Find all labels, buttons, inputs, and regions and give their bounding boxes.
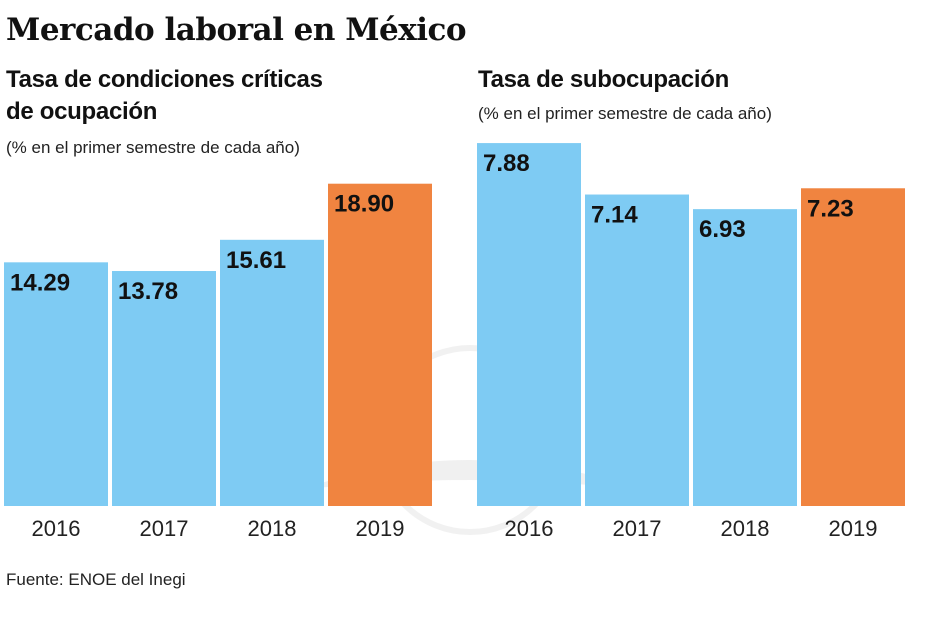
right-chart-subtitle: (% en el primer semestre de cada año) <box>478 104 772 123</box>
left-chart-subtitle: (% en el primer semestre de cada año) <box>6 138 300 157</box>
value-label: 14.29 <box>10 269 70 296</box>
source-note: Fuente: ENOE del Inegi <box>6 570 186 589</box>
bar-1-2017 <box>585 194 689 507</box>
value-label: 6.93 <box>699 216 746 243</box>
year-label: 2019 <box>356 516 405 541</box>
value-label: 15.61 <box>226 247 286 274</box>
year-label: 2018 <box>248 516 297 541</box>
year-label: 2017 <box>140 516 189 541</box>
year-label: 2016 <box>32 516 81 541</box>
bar-0-2018 <box>220 239 324 507</box>
year-label: 2019 <box>829 516 878 541</box>
bar-0-2019 <box>328 183 432 506</box>
value-label: 18.90 <box>334 191 394 218</box>
bar-0-2017 <box>112 271 216 506</box>
right-chart-title: Tasa de subocupación <box>478 66 729 93</box>
value-label: 7.88 <box>483 150 530 177</box>
year-label: 2016 <box>505 516 554 541</box>
left-chart-title-line2: de ocupación <box>6 98 158 125</box>
bar-0-2016 <box>4 262 108 506</box>
value-label: 13.78 <box>118 278 178 305</box>
left-chart-title-line1: Tasa de condiciones críticas <box>6 66 323 93</box>
bar-1-2019 <box>801 188 905 506</box>
value-label: 7.23 <box>807 195 854 222</box>
year-label: 2018 <box>721 516 770 541</box>
bar-1-2018 <box>693 209 797 506</box>
value-label: 7.14 <box>591 202 638 229</box>
year-label: 2017 <box>613 516 662 541</box>
main-title: Mercado laboral en México <box>6 12 467 48</box>
bar-1-2016 <box>477 143 581 507</box>
